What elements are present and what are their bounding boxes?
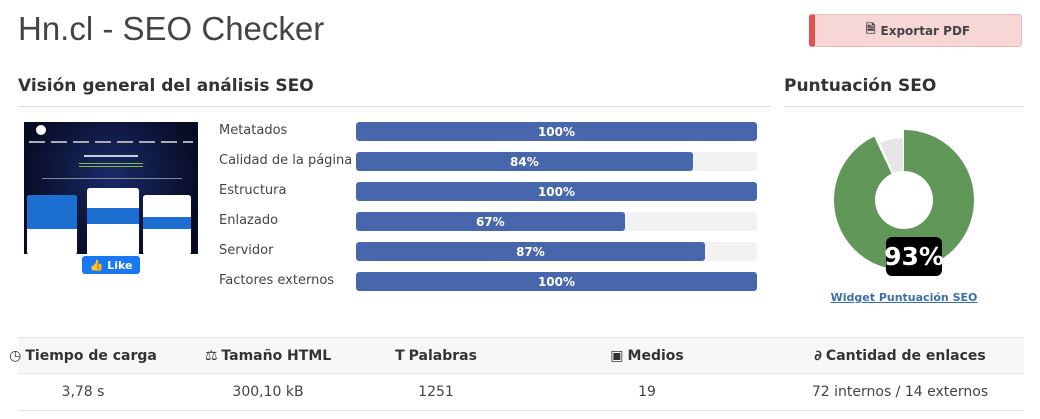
divider bbox=[784, 106, 1024, 107]
text-height-icon: T bbox=[395, 347, 405, 364]
stats-row: 3,78 s 300,10 kB 1251 19 72 internos / 14 ex… bbox=[18, 374, 1024, 411]
stat-header: ⚖ Tamaño HTML bbox=[204, 347, 332, 364]
metric-label: Calidad de la página bbox=[219, 153, 353, 168]
metric-bar: 100% bbox=[356, 182, 757, 201]
balance-scale-icon: ⚖ bbox=[204, 347, 218, 364]
metric-bar: 87% bbox=[356, 242, 757, 261]
metric-bar: 100% bbox=[356, 122, 757, 141]
stat-value: 19 bbox=[638, 384, 656, 400]
overview-title: Visión general del análisis SEO bbox=[18, 76, 314, 96]
stats-header: ◷ Tiempo de carga ⚖ Tamaño HTML T Palabras ▣ Me… bbox=[9, 337, 1024, 374]
stat-value: 3,78 s bbox=[61, 384, 105, 400]
facebook-like-button[interactable]: 👍 Like bbox=[82, 256, 140, 274]
metric-bar: 84% bbox=[356, 152, 757, 171]
stat-header: T Palabras bbox=[395, 347, 477, 364]
score-remainder-arc bbox=[880, 138, 904, 174]
image-icon: ▣ bbox=[610, 347, 624, 364]
thumbs-up-icon: 👍 bbox=[89, 258, 104, 272]
metric-label: Factores externos bbox=[219, 273, 335, 288]
score-title: Puntuación SEO bbox=[784, 76, 937, 96]
stat-value: 300,10 kB bbox=[232, 384, 304, 400]
seo-score-donut bbox=[834, 130, 974, 270]
divider bbox=[18, 106, 770, 107]
tachometer-icon: ◷ bbox=[9, 347, 22, 364]
metric-bar-fill: 100% bbox=[356, 122, 757, 141]
metric-bar-fill: 100% bbox=[356, 272, 757, 291]
metric-label: Enlazado bbox=[219, 213, 279, 228]
stat-header: ◷ Tiempo de carga bbox=[9, 347, 157, 364]
score-badge: 93% bbox=[884, 237, 944, 276]
metric-bar-fill: 87% bbox=[356, 242, 705, 261]
stat-header: ∂ Cantidad de enlaces bbox=[814, 347, 986, 364]
stat-value: 1251 bbox=[418, 384, 454, 400]
export-pdf-button[interactable]: 🗎 Exportar PDF bbox=[809, 14, 1022, 47]
metric-bar: 100% bbox=[356, 272, 757, 291]
widget-score-link[interactable]: Widget Puntuación SEO bbox=[830, 291, 978, 304]
stat-value: 72 internos / 14 externos bbox=[811, 384, 989, 400]
link-icon: ∂ bbox=[814, 347, 822, 364]
metric-bar-fill: 100% bbox=[356, 182, 757, 201]
score-arc bbox=[834, 130, 974, 270]
metric-label: Metatados bbox=[219, 123, 288, 138]
metric-label: Estructura bbox=[219, 183, 287, 198]
metric-bar: 67% bbox=[356, 212, 757, 231]
website-screenshot bbox=[24, 122, 198, 254]
page-title: Hn.cl - SEO Checker bbox=[18, 10, 325, 47]
file-pdf-icon: 🗎 bbox=[865, 22, 876, 36]
metric-bar-fill: 84% bbox=[356, 152, 693, 171]
metric-bar-fill: 67% bbox=[356, 212, 625, 231]
metric-label: Servidor bbox=[219, 243, 274, 258]
stat-header: ▣ Medios bbox=[610, 347, 684, 364]
